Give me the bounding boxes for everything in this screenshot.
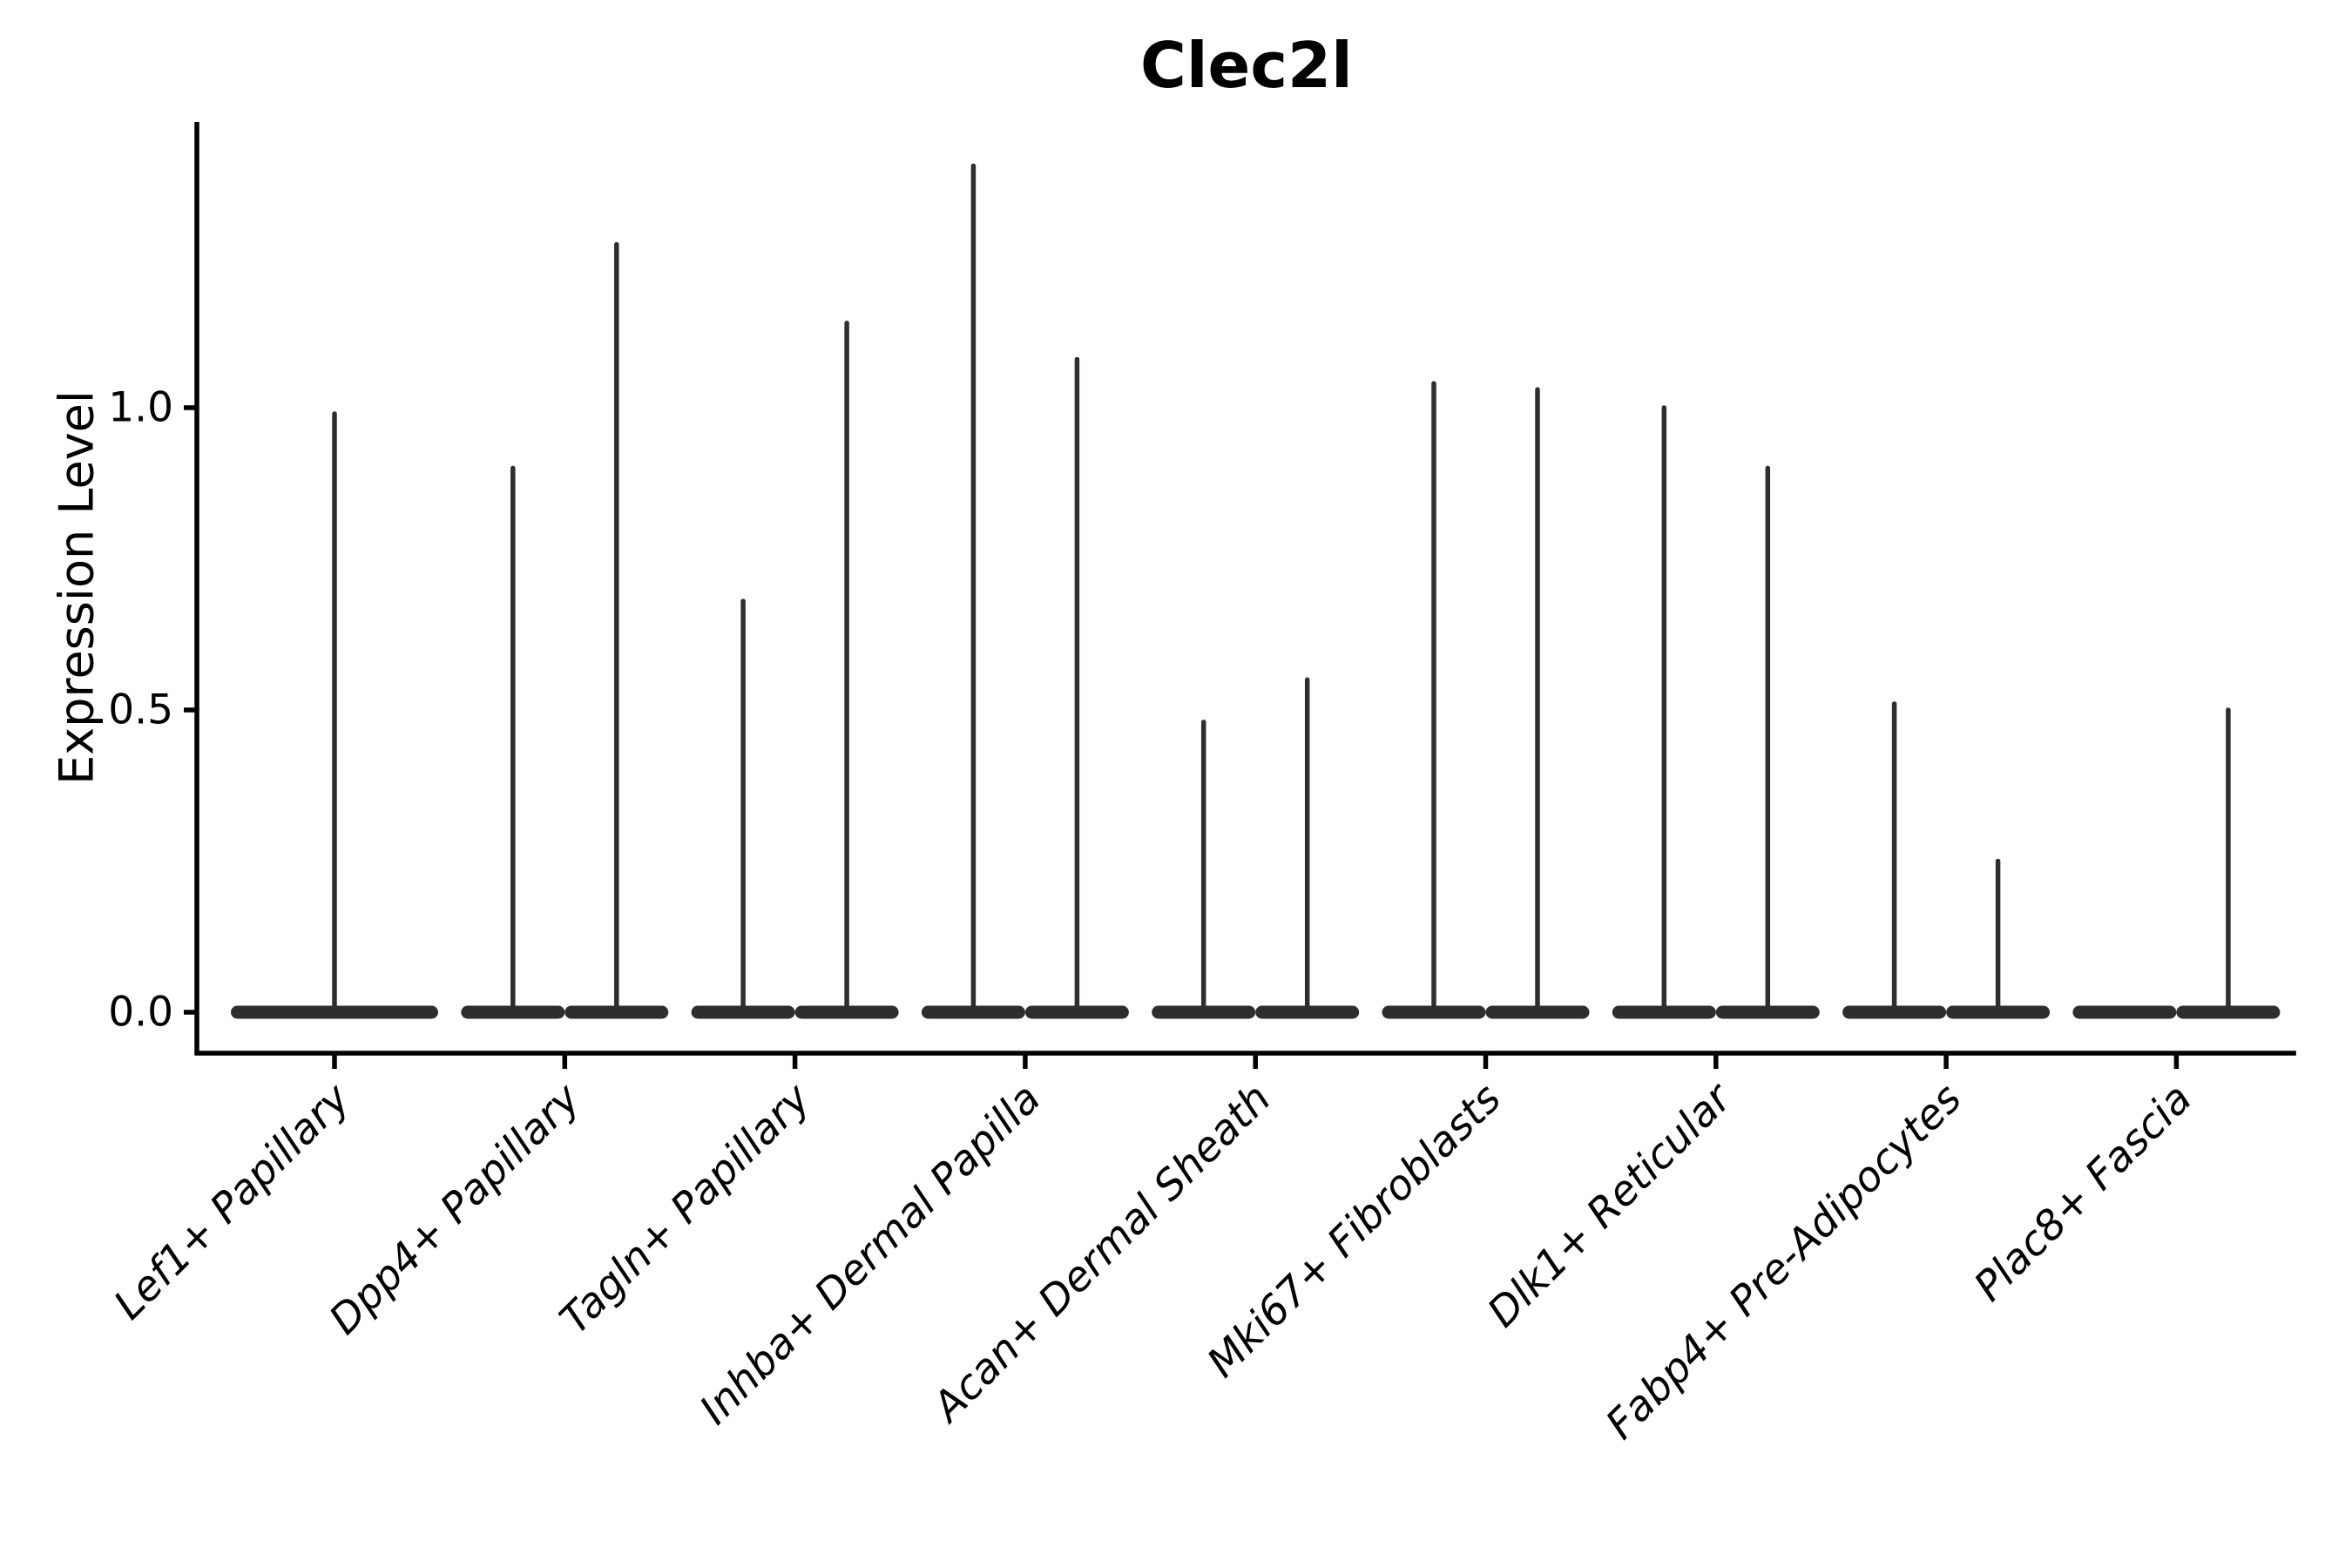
- violin: [794, 321, 899, 1019]
- violin: [1842, 701, 1947, 1019]
- violin: [231, 411, 438, 1019]
- x-tick-label: Dpp4+ Papillary: [321, 1074, 591, 1344]
- x-tick-label: Lef1+ Papillary: [105, 1074, 360, 1329]
- violin: [1152, 720, 1256, 1019]
- violin: [461, 465, 565, 1019]
- x-tick-label: Dlk1+ Reticular: [1478, 1073, 1742, 1337]
- violin: [1715, 465, 1820, 1019]
- y-axis-label: Expression Level: [50, 390, 105, 785]
- violin: [1382, 381, 1486, 1019]
- violin: [1255, 677, 1360, 1019]
- violin: [1485, 387, 1590, 1019]
- violin: [2176, 707, 2281, 1019]
- violin: [921, 163, 1025, 1019]
- x-tick-label: Tagln+ Papillary: [551, 1074, 821, 1344]
- violin: [691, 598, 795, 1019]
- chart-title: Clec2l: [1140, 29, 1353, 102]
- violin: [564, 241, 669, 1019]
- violin: [1612, 405, 1716, 1019]
- violin-body: [2072, 1005, 2177, 1019]
- violin: [1024, 356, 1129, 1019]
- violin: [2072, 1005, 2177, 1019]
- y-tick-label: 0.5: [108, 686, 173, 734]
- violins-group: [231, 163, 2281, 1019]
- y-tick-label: 1.0: [108, 384, 173, 432]
- x-tick-label: Plac8+ Fascia: [1965, 1075, 2201, 1311]
- y-tick-label: 0.0: [108, 989, 173, 1037]
- violin: [1946, 858, 2051, 1019]
